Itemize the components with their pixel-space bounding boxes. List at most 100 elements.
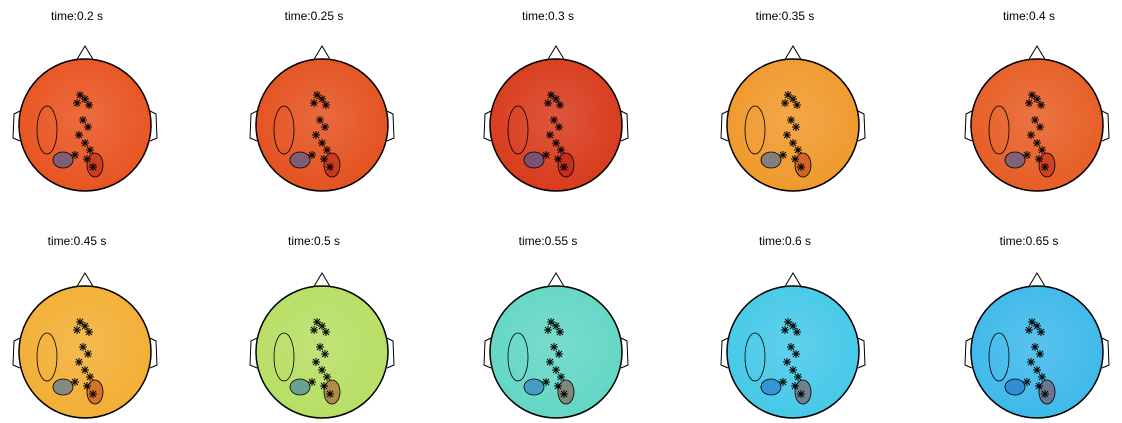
- head-ear: [964, 337, 973, 369]
- head-ear: [1101, 337, 1110, 369]
- contour: [744, 105, 766, 155]
- electrode: [320, 382, 328, 390]
- electrode: [1041, 163, 1049, 171]
- electrode: [89, 390, 97, 398]
- electrode: [1037, 328, 1045, 336]
- electrode: [79, 116, 87, 124]
- panel-title: time:0.55 s: [519, 234, 578, 248]
- electrode: [794, 146, 802, 154]
- contour: [760, 151, 782, 169]
- contour: [273, 332, 295, 382]
- head-ear: [1101, 110, 1110, 142]
- electrode: [555, 350, 563, 358]
- contour: [36, 105, 58, 155]
- head-ear: [620, 337, 629, 369]
- head-ear: [720, 110, 729, 142]
- electrode: [1025, 326, 1033, 334]
- electrode: [792, 350, 800, 358]
- head-nose: [783, 45, 803, 62]
- electrode: [322, 101, 330, 109]
- electrode: [1027, 131, 1035, 139]
- scalp-map: [489, 285, 623, 419]
- electrode: [75, 131, 83, 139]
- electrode: [791, 382, 799, 390]
- electrode: [81, 95, 89, 103]
- electrode: [1028, 318, 1036, 326]
- electrode: [794, 373, 802, 381]
- electrode: [544, 99, 552, 107]
- electrode: [76, 318, 84, 326]
- electrode: [320, 155, 328, 163]
- electrode: [544, 326, 552, 334]
- electrode: [550, 116, 558, 124]
- electrode: [1035, 155, 1043, 163]
- electrode: [542, 378, 550, 386]
- electrode: [781, 99, 789, 107]
- head-ear: [964, 110, 973, 142]
- topoplot: time:0.5 s: [249, 234, 395, 419]
- head-nose: [312, 45, 332, 62]
- contour: [523, 378, 545, 396]
- electrode: [552, 366, 560, 374]
- contour: [273, 105, 295, 155]
- electrode: [784, 91, 792, 99]
- panel-title: time:0.4 s: [1003, 9, 1055, 23]
- electrode: [1035, 382, 1043, 390]
- head-ear: [249, 110, 258, 142]
- electrode: [779, 151, 787, 159]
- scalp-map: [489, 58, 623, 192]
- head-ear: [620, 110, 629, 142]
- electrode: [81, 322, 89, 330]
- head-ear: [249, 337, 258, 369]
- head-ear: [12, 337, 21, 369]
- electrode: [1031, 116, 1039, 124]
- electrode: [312, 131, 320, 139]
- electrode: [73, 99, 81, 107]
- electrode: [323, 373, 331, 381]
- electrode: [1023, 378, 1031, 386]
- electrode: [83, 382, 91, 390]
- topoplot: time:0.35 s: [720, 9, 866, 192]
- contour: [988, 332, 1010, 382]
- contour: [289, 151, 311, 169]
- contour: [507, 105, 529, 155]
- electrode: [787, 116, 795, 124]
- electrode: [75, 358, 83, 366]
- electrode: [310, 99, 318, 107]
- contour: [507, 332, 529, 382]
- head-ear: [857, 110, 866, 142]
- topoplot: time:0.45 s: [12, 234, 158, 419]
- electrode: [316, 116, 324, 124]
- scalp-map: [970, 58, 1104, 192]
- panel-title: time:0.3 s: [522, 9, 574, 23]
- electrode: [85, 328, 93, 336]
- electrode: [318, 139, 326, 147]
- electrode: [789, 366, 797, 374]
- scalp-map: [255, 58, 389, 192]
- electrode: [797, 163, 805, 171]
- electrode: [73, 326, 81, 334]
- electrode: [793, 101, 801, 109]
- contour: [36, 332, 58, 382]
- electrode: [81, 366, 89, 374]
- electrode: [779, 378, 787, 386]
- electrode: [556, 101, 564, 109]
- electrode: [555, 123, 563, 131]
- electrode: [1033, 95, 1041, 103]
- contour: [523, 151, 545, 169]
- electrode: [321, 123, 329, 131]
- scalp-map: [255, 285, 389, 419]
- electrode: [310, 326, 318, 334]
- electrode: [793, 328, 801, 336]
- electrode: [308, 151, 316, 159]
- electrode: [783, 358, 791, 366]
- electrode: [547, 318, 555, 326]
- electrode: [550, 343, 558, 351]
- electrode: [316, 343, 324, 351]
- electrode: [554, 382, 562, 390]
- contour: [744, 332, 766, 382]
- head-ear: [720, 337, 729, 369]
- electrode: [1033, 322, 1041, 330]
- electrode: [783, 131, 791, 139]
